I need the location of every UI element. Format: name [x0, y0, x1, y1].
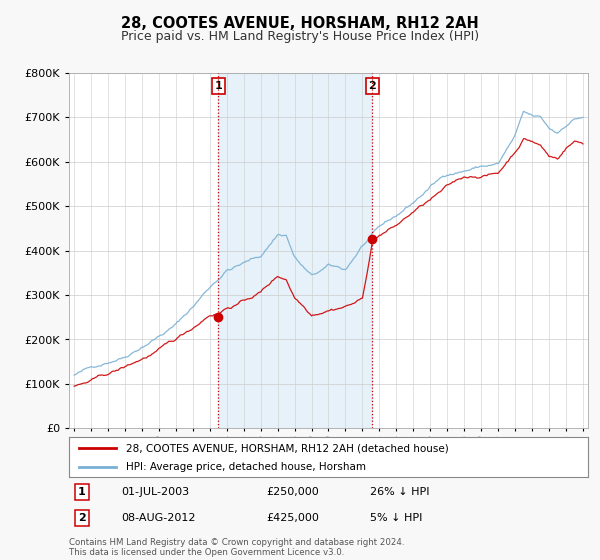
Text: 1: 1 — [78, 487, 86, 497]
Text: 28, COOTES AVENUE, HORSHAM, RH12 2AH (detached house): 28, COOTES AVENUE, HORSHAM, RH12 2AH (de… — [126, 443, 449, 453]
Text: 01-JUL-2003: 01-JUL-2003 — [121, 487, 189, 497]
Text: 1: 1 — [214, 81, 222, 91]
Text: HPI: Average price, detached house, Horsham: HPI: Average price, detached house, Hors… — [126, 462, 366, 472]
Bar — [218, 73, 372, 428]
Text: Price paid vs. HM Land Registry's House Price Index (HPI): Price paid vs. HM Land Registry's House … — [121, 30, 479, 44]
Text: Contains HM Land Registry data © Crown copyright and database right 2024.
This d: Contains HM Land Registry data © Crown c… — [69, 538, 404, 557]
Text: 2: 2 — [368, 81, 376, 91]
Text: £250,000: £250,000 — [266, 487, 319, 497]
Text: 08-AUG-2012: 08-AUG-2012 — [121, 512, 196, 522]
Text: 2: 2 — [78, 512, 86, 522]
Text: 28, COOTES AVENUE, HORSHAM, RH12 2AH: 28, COOTES AVENUE, HORSHAM, RH12 2AH — [121, 16, 479, 31]
Text: £425,000: £425,000 — [266, 512, 319, 522]
Text: 26% ↓ HPI: 26% ↓ HPI — [370, 487, 430, 497]
Text: 5% ↓ HPI: 5% ↓ HPI — [370, 512, 422, 522]
